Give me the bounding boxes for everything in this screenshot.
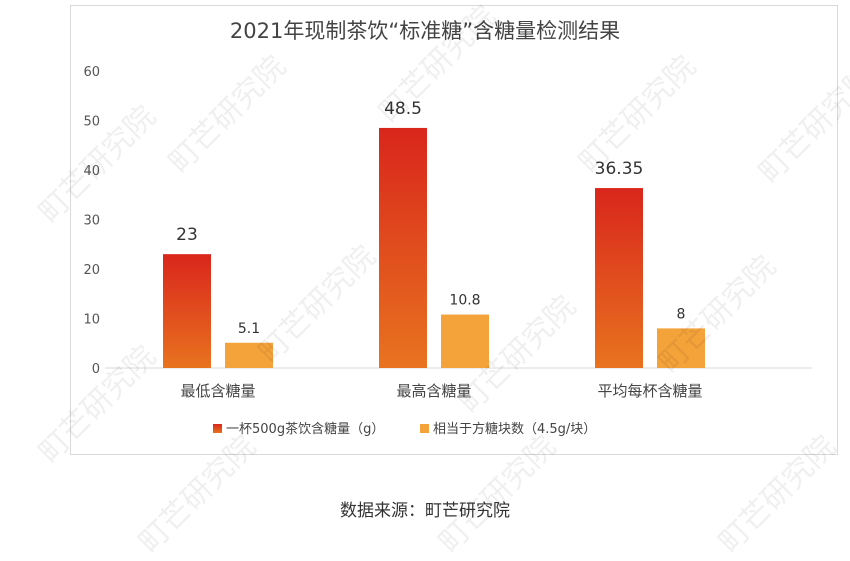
x-tick-label: 最高含糖量 [396,382,471,400]
legend-label: 一杯500g茶饮含糖量（g） [226,421,384,437]
bar-sugar-cubes [225,342,273,368]
y-tick-label: 50 [83,115,100,130]
data-source: 数据来源：町芒研究院 [340,501,510,521]
bar-sugar-grams [379,127,427,368]
data-label: 23 [176,225,198,245]
y-tick-label: 40 [83,164,100,179]
data-label: 5.1 [238,321,260,337]
bar-sugar-cubes [657,328,705,368]
chart-title: 2021年现制茶饮“标准糖”含糖量检测结果 [230,19,620,43]
data-label: 8 [677,306,686,322]
y-tick-label: 20 [83,263,100,278]
x-tick-label: 最低含糖量 [180,382,255,400]
legend-swatch-sugar-cubes [420,424,429,433]
y-tick-label: 0 [92,362,100,377]
bar-sugar-grams [595,188,643,368]
legend-label: 相当于方糖块数（4.5g/块） [433,421,596,437]
y-tick-label: 60 [83,65,100,80]
bar-chart: 2021年现制茶饮“标准糖”含糖量检测结果 0 10 20 30 40 50 60 最低含糖量 2… [83,19,812,437]
data-label: 48.5 [384,99,422,119]
bar-sugar-cubes [441,314,489,368]
bar-sugar-grams [163,254,211,368]
data-label: 36.35 [595,159,644,179]
y-tick-label: 10 [83,313,100,328]
legend-swatch-sugar-grams [213,424,222,433]
chart-frame [70,5,838,455]
data-label: 10.8 [449,293,480,309]
y-tick-label: 30 [83,214,100,229]
x-tick-label: 平均每杯含糖量 [597,382,702,400]
